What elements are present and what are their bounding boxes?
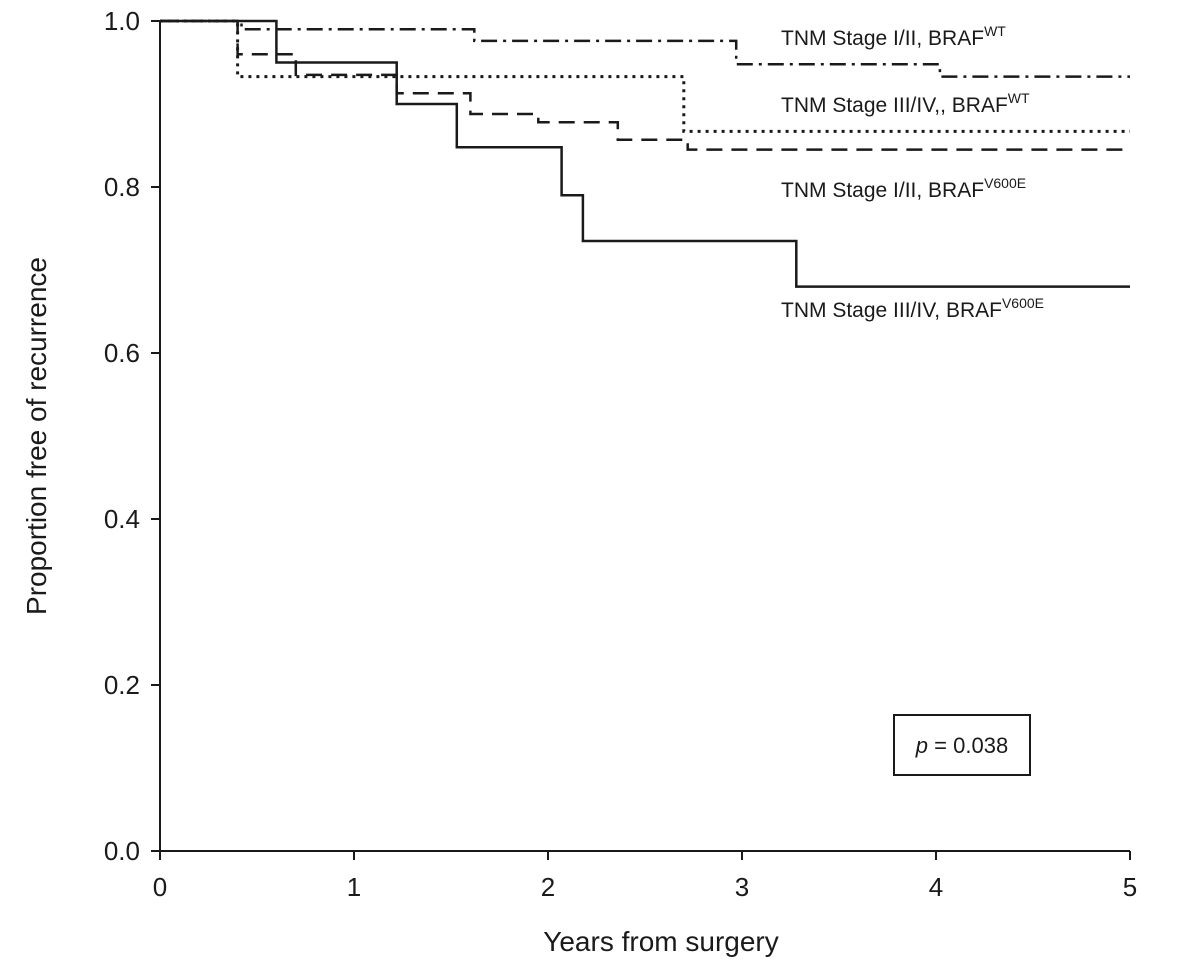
series-label-base: TNM Stage III/IV,, BRAF — [781, 94, 1008, 117]
series-label-superscript: WT — [1008, 90, 1030, 106]
series-label-base: TNM Stage I/II, BRAF — [781, 27, 984, 50]
series-label: TNM Stage III/IV,, BRAFWT — [781, 90, 1030, 117]
y-tick-label: 1.0 — [104, 6, 140, 36]
survival-curve-solid — [160, 19, 1130, 288]
series-label-base: TNM Stage III/IV, BRAF — [781, 299, 1002, 322]
x-tick-label: 4 — [929, 872, 943, 902]
x-tick-label: 5 — [1123, 872, 1137, 902]
y-tick-label: 0.2 — [104, 670, 140, 700]
series-label: TNM Stage III/IV, BRAFV600E — [781, 295, 1044, 322]
y-axis-title: Proportion free of recurrence — [21, 257, 52, 615]
series-label: TNM Stage I/II, BRAFV600E — [781, 175, 1026, 202]
series-label: TNM Stage I/II, BRAFWT — [781, 23, 1006, 50]
p-value-symbol: p — [915, 733, 928, 758]
y-tick-label: 0.6 — [104, 338, 140, 368]
y-tick-label: 0.8 — [104, 172, 140, 202]
x-axis-title: Years from surgery — [543, 926, 779, 957]
series-label-superscript: WT — [984, 23, 1006, 39]
x-tick-label: 0 — [153, 872, 167, 902]
x-tick-label: 1 — [347, 872, 361, 902]
series-layer — [160, 19, 1130, 288]
survival-curve-dashed — [160, 19, 1130, 151]
svg-text:p = 0.038: p = 0.038 — [915, 733, 1008, 758]
y-tick-label: 0.4 — [104, 504, 140, 534]
series-label-base: TNM Stage I/II, BRAF — [781, 179, 984, 202]
x-tick-label: 3 — [735, 872, 749, 902]
x-tick-label: 2 — [541, 872, 555, 902]
series-label-superscript: V600E — [984, 175, 1026, 191]
survival-curve-dashdot — [160, 19, 1130, 78]
axes: 0 1 2 3 4 5 0.0 0.2 0.4 0.6 0.8 1.0 — [104, 6, 1137, 902]
p-value-text: = 0.038 — [928, 733, 1008, 758]
p-value-box: p = 0.038 — [893, 714, 1031, 776]
y-tick-label: 0.0 — [104, 836, 140, 866]
series-label-superscript: V600E — [1002, 295, 1044, 311]
